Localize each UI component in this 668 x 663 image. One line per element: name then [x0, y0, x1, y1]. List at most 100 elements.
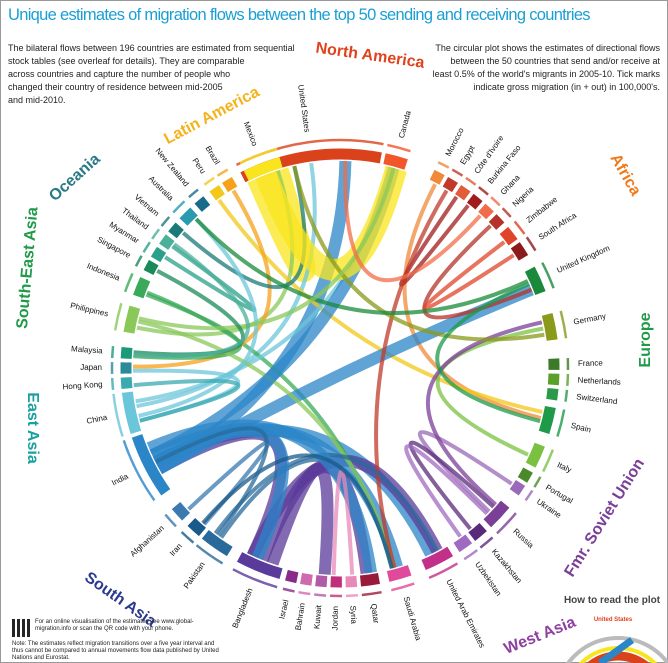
- segment-bahrain[interactable]: [300, 573, 313, 586]
- segment-new-zealand[interactable]: [194, 196, 211, 212]
- tick-band-hong-kong: [110, 377, 115, 390]
- segment-singapore[interactable]: [143, 259, 159, 275]
- tick-band-myanmar: [142, 241, 151, 253]
- segment-hong-kong[interactable]: [120, 377, 133, 390]
- country-label-united-arab-emirates: United Arab Emirates: [444, 578, 486, 649]
- segment-south-africa[interactable]: [510, 242, 529, 261]
- tick-band-bangladesh: [232, 568, 278, 589]
- flow-russia-to-germany: [425, 320, 543, 506]
- segment-israel[interactable]: [285, 569, 299, 584]
- segment-china[interactable]: [121, 391, 142, 435]
- segment-italy[interactable]: [525, 442, 545, 468]
- country-label-italy: Italy: [556, 460, 573, 474]
- country-label-peru: Peru: [190, 156, 207, 175]
- country-label-jordan: Jordan: [331, 606, 340, 631]
- intro-right-text: The circular plot shows the estimates of…: [432, 43, 660, 92]
- chord-flows: [132, 160, 545, 575]
- country-label-syria: Syria: [348, 605, 358, 624]
- how-to-read-title: How to read the plot: [564, 595, 661, 606]
- tick-band-brazil: [216, 168, 229, 177]
- flow-iran-to-saudi-arabia: [201, 453, 394, 569]
- country-label-bahrain: Bahrain: [294, 602, 307, 631]
- segment-spain[interactable]: [538, 405, 556, 435]
- segment-thailand[interactable]: [159, 234, 175, 250]
- flow-philippines-to-canada: [138, 167, 396, 331]
- segment-pakistan[interactable]: [201, 529, 233, 557]
- segment-iran[interactable]: [187, 517, 207, 537]
- segment-mexico[interactable]: [243, 157, 283, 181]
- region-label-east-asia: East Asia: [24, 392, 41, 464]
- flow-egypt-to-saudi-arabia: [374, 189, 449, 569]
- segment-uzbekistan[interactable]: [453, 534, 473, 553]
- country-label-russia: Russia: [511, 527, 535, 551]
- country-label-uzbekistan: Uzbekistan: [473, 560, 503, 598]
- tick-band-portugal: [533, 476, 542, 488]
- flow-italy-to-germany: [435, 326, 544, 457]
- segment-myanmar[interactable]: [150, 246, 167, 263]
- tick-band-zimbabwe: [513, 220, 526, 235]
- country-label-china: China: [86, 413, 109, 426]
- segment-syria[interactable]: [345, 575, 358, 588]
- tick-band-malaysia: [110, 346, 115, 359]
- segment-philippines[interactable]: [123, 305, 141, 334]
- region-label-europe: Europe: [637, 312, 654, 367]
- country-label-hong-kong: Hong Kong: [62, 380, 103, 392]
- intro-left-block: The bilateral flows between 196 countrie…: [8, 42, 298, 167]
- flow-philippines-to-saudi-arabia: [137, 319, 397, 569]
- tick-band-saudi-arabia: [391, 582, 415, 592]
- flow-united-kingdom-to-australia: [194, 217, 529, 315]
- tick-band-vietnam: [160, 216, 171, 227]
- segment-netherlands[interactable]: [547, 373, 560, 386]
- segment-c-te-d-ivoire[interactable]: [455, 184, 471, 201]
- tick-band-ukraine: [524, 489, 534, 502]
- segment-australia[interactable]: [179, 207, 198, 226]
- segment-burkina-faso[interactable]: [466, 193, 483, 210]
- online-visualisation-text: For an online visualisation of the estim…: [35, 619, 194, 632]
- segment-united-kingdom[interactable]: [524, 266, 546, 296]
- country-label-qatar: Qatar: [369, 603, 381, 624]
- country-label-spain: Spain: [570, 421, 592, 435]
- segment-portugal[interactable]: [517, 467, 533, 483]
- country-label-bangladesh: Bangladesh: [230, 587, 254, 630]
- segment-kazakhstan[interactable]: [468, 522, 487, 541]
- country-label-south-africa: South Africa: [537, 210, 579, 241]
- tick-band-thailand: [151, 228, 161, 240]
- segment-russia[interactable]: [483, 500, 510, 528]
- tick-band-russia: [496, 512, 517, 535]
- segment-india[interactable]: [131, 434, 171, 496]
- segment-kuwait[interactable]: [315, 575, 328, 588]
- segment-indonesia[interactable]: [133, 276, 151, 299]
- segment-switzerland[interactable]: [546, 387, 559, 401]
- country-label-canada: Canada: [397, 109, 413, 139]
- segment-ghana[interactable]: [478, 203, 494, 220]
- region-label-south-east-asia: South-East Asia: [14, 206, 42, 329]
- segment-malaysia[interactable]: [120, 346, 133, 359]
- country-label-pakistan: Pakistan: [182, 560, 207, 590]
- segment-qatar[interactable]: [359, 573, 381, 587]
- segment-bangladesh[interactable]: [236, 552, 283, 579]
- flow-peru-to-spain: [217, 198, 543, 414]
- country-label-india: India: [110, 471, 130, 487]
- segment-nigeria[interactable]: [488, 214, 505, 230]
- country-label-brazil: Brazil: [204, 144, 222, 166]
- segment-vietnam[interactable]: [168, 222, 184, 239]
- tick-band-kuwait: [314, 593, 327, 597]
- country-label-kuwait: Kuwait: [312, 604, 323, 629]
- segment-brazil[interactable]: [222, 176, 238, 193]
- segment-united-arab-emirates[interactable]: [421, 546, 454, 571]
- segment-ukraine[interactable]: [509, 480, 526, 496]
- tick-band-ghana: [490, 196, 501, 207]
- tick-band-bahrain: [298, 590, 311, 596]
- segment-germany[interactable]: [541, 313, 558, 341]
- tick-band-mexico: [239, 147, 278, 165]
- segment-afghanistan[interactable]: [171, 501, 191, 521]
- segment-peru[interactable]: [209, 184, 225, 201]
- segment-saudi-arabia[interactable]: [386, 565, 412, 582]
- segment-egypt[interactable]: [442, 176, 458, 193]
- flow-zimbabwe-to-south-africa: [422, 240, 515, 311]
- segment-canada[interactable]: [383, 153, 408, 170]
- segment-morocco[interactable]: [429, 169, 445, 185]
- segment-zimbabwe[interactable]: [499, 226, 518, 246]
- qr-code[interactable]: [12, 619, 30, 637]
- country-label-united-kingdom: United Kingdom: [555, 243, 611, 275]
